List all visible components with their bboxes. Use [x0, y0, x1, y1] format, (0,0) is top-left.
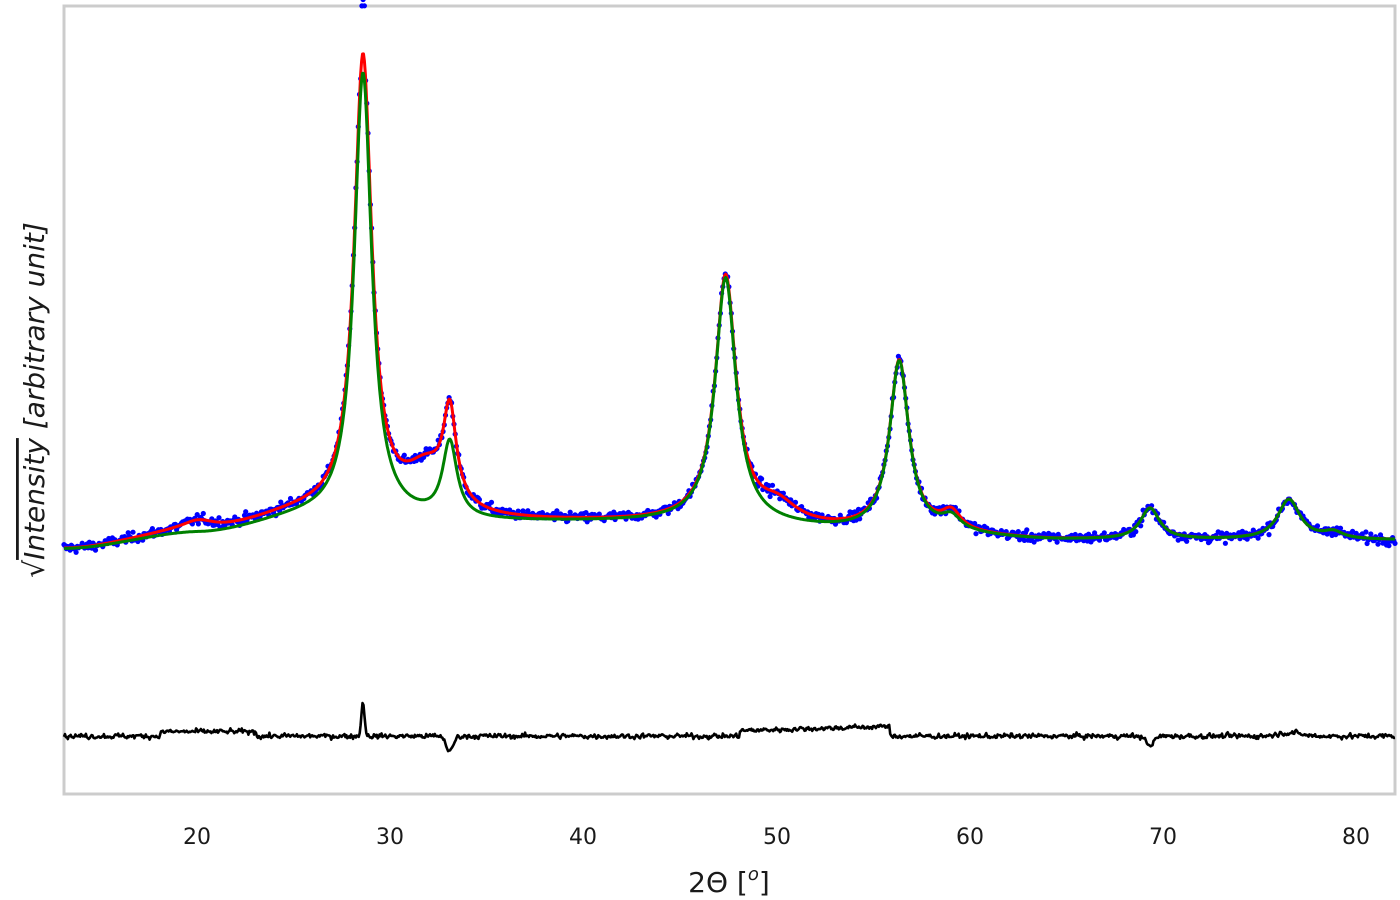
x-tick-label: 70 [1149, 825, 1177, 850]
svg-text:√Intensity [arbitrary unit]: √Intensity [arbitrary unit] [18, 222, 51, 578]
plot-frame [62, 4, 1397, 796]
y-axis-title: √Intensity [arbitrary unit] [18, 222, 51, 578]
x-tick-label: 50 [763, 825, 791, 850]
x-axis-ticks: 20 30 40 50 60 70 80 [183, 825, 1370, 850]
x-axis-title: 2Θ [o] [688, 864, 770, 899]
x-tick-label: 80 [1342, 825, 1370, 850]
x-tick-label: 40 [569, 825, 597, 850]
x-tick-label: 20 [183, 825, 211, 850]
radical-sign: √ [18, 560, 51, 578]
x-tick-label: 30 [376, 825, 404, 850]
x-tick-label: 60 [956, 825, 984, 850]
residual-line [62, 701, 1396, 753]
plot-area [61, 0, 1398, 753]
model-line-green [63, 71, 1396, 550]
